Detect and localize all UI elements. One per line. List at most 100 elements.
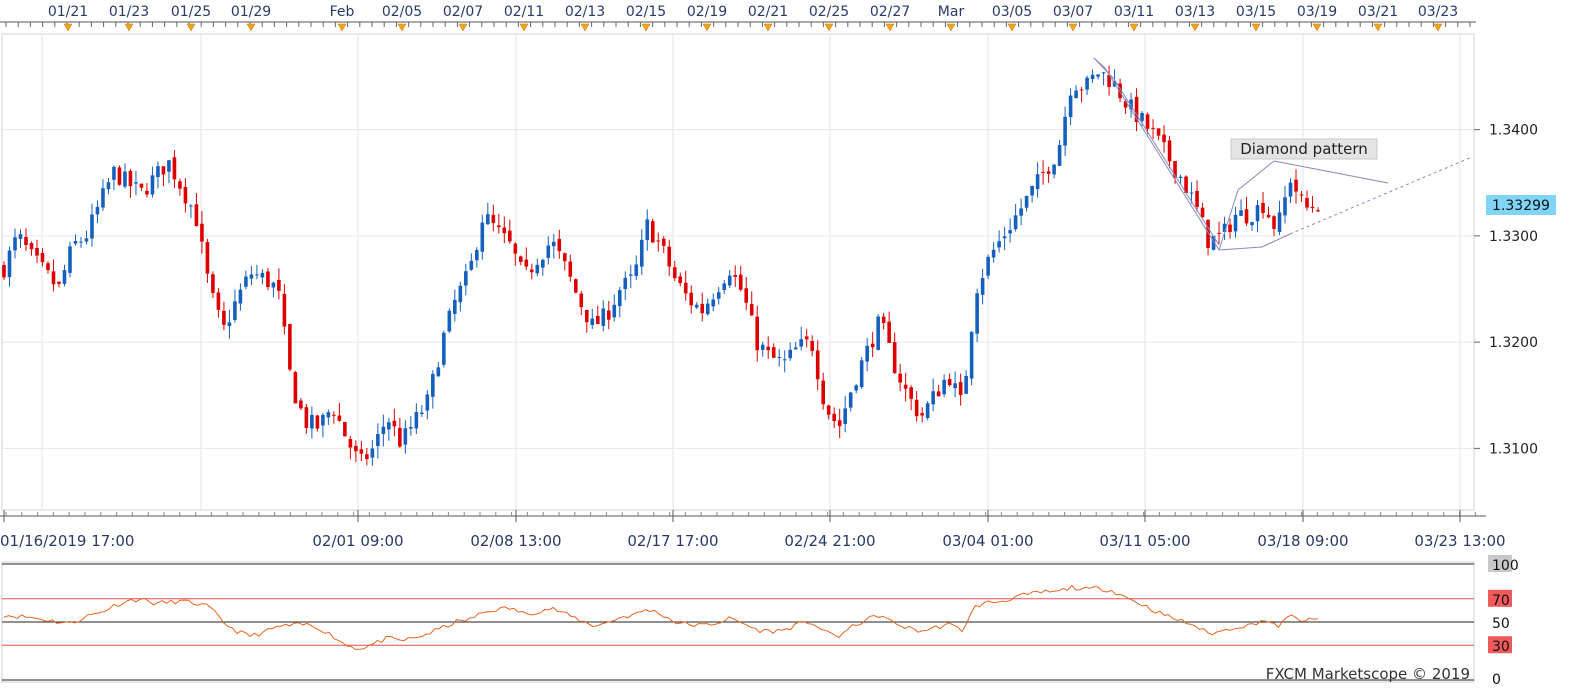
candle-body: [634, 264, 639, 276]
candle: [628, 264, 633, 289]
candle: [590, 308, 595, 330]
candle: [656, 232, 661, 252]
candle: [678, 272, 683, 287]
candle: [1162, 125, 1166, 153]
candle-body: [1013, 215, 1018, 230]
candle: [486, 202, 490, 225]
candle: [106, 177, 111, 195]
candle: [876, 314, 880, 351]
candle-body: [442, 332, 446, 365]
candle-body: [1206, 219, 1210, 248]
candle: [766, 336, 771, 359]
candle-body: [84, 238, 89, 242]
candle: [464, 263, 468, 296]
candle: [491, 204, 496, 232]
event-marker-icon: [124, 23, 134, 32]
pattern-line: [1218, 189, 1239, 251]
candle-body: [7, 250, 12, 278]
candle: [1233, 206, 1238, 238]
candle-body: [837, 420, 842, 427]
candle: [909, 385, 913, 411]
candle: [1261, 191, 1265, 219]
candle: [167, 159, 171, 184]
candle-body: [332, 414, 336, 416]
candle: [277, 268, 281, 300]
candle-body: [497, 225, 501, 228]
candle-body: [480, 222, 485, 252]
candle: [832, 407, 836, 428]
bottom-datetime-label: 02/08 13:00: [470, 532, 561, 550]
candle: [969, 331, 974, 386]
candle: [260, 269, 265, 285]
candle-body: [815, 350, 820, 380]
candle: [381, 414, 386, 447]
candle-body: [1299, 194, 1304, 196]
candle: [414, 403, 419, 434]
candle-body: [337, 415, 342, 421]
candle-body: [1156, 128, 1161, 136]
candle-body: [249, 274, 254, 279]
candle: [315, 414, 320, 432]
candle: [1085, 75, 1089, 95]
event-marker-icon: [519, 23, 529, 32]
candle: [1255, 199, 1260, 233]
candle: [425, 390, 430, 420]
candle: [189, 204, 193, 219]
candle: [101, 179, 105, 211]
event-marker-icon: [1068, 23, 1078, 32]
candle: [238, 283, 243, 311]
candle-body: [255, 274, 259, 276]
event-marker-icon: [1007, 23, 1017, 32]
candle: [57, 281, 61, 288]
candle: [557, 229, 562, 259]
top-date-label: 02/27: [870, 4, 910, 20]
candle-body: [95, 206, 100, 215]
candle: [722, 280, 727, 294]
candle: [348, 435, 353, 460]
candle: [62, 264, 67, 287]
candle: [848, 391, 853, 412]
candle: [321, 412, 325, 438]
candle: [606, 300, 611, 330]
candle: [513, 242, 518, 266]
top-date-label: 02/13: [565, 4, 605, 20]
event-marker-icon: [702, 23, 712, 32]
candle: [112, 165, 116, 191]
candle-body: [793, 347, 798, 350]
candle-body: [711, 299, 716, 307]
candle-body: [804, 336, 809, 340]
candle: [200, 211, 204, 254]
candle-body: [475, 249, 479, 261]
candle-body: [183, 186, 188, 204]
candle: [683, 270, 688, 301]
candle: [667, 239, 672, 277]
candle-body: [343, 421, 347, 437]
candle: [595, 305, 600, 325]
rsi-indicator: 100 70 50 30 0: [2, 555, 1519, 688]
candle: [337, 402, 342, 422]
candle-body: [431, 374, 435, 397]
candle: [222, 301, 226, 331]
candle: [29, 241, 34, 256]
candle-body: [1079, 89, 1084, 91]
event-marker-icon: [641, 23, 651, 32]
candle: [711, 293, 716, 312]
candle: [376, 423, 380, 459]
candle: [1013, 203, 1018, 232]
candle-body: [1217, 232, 1221, 234]
candle: [958, 373, 963, 406]
candle: [777, 349, 782, 367]
top-date-label: 03/19: [1297, 4, 1337, 20]
bottom-datetime-label: 01/16/2019 17:00: [0, 532, 134, 550]
candle: [508, 219, 512, 244]
candle-body: [238, 289, 243, 304]
candle: [1310, 196, 1315, 213]
event-marker-icon: [885, 23, 895, 32]
candle-body: [1085, 77, 1089, 90]
top-date-label: 02/25: [809, 4, 849, 20]
candle: [447, 308, 452, 333]
last-price-text: 1.33299: [1492, 198, 1550, 214]
candle-body: [1123, 101, 1128, 108]
candle-body: [420, 412, 424, 414]
